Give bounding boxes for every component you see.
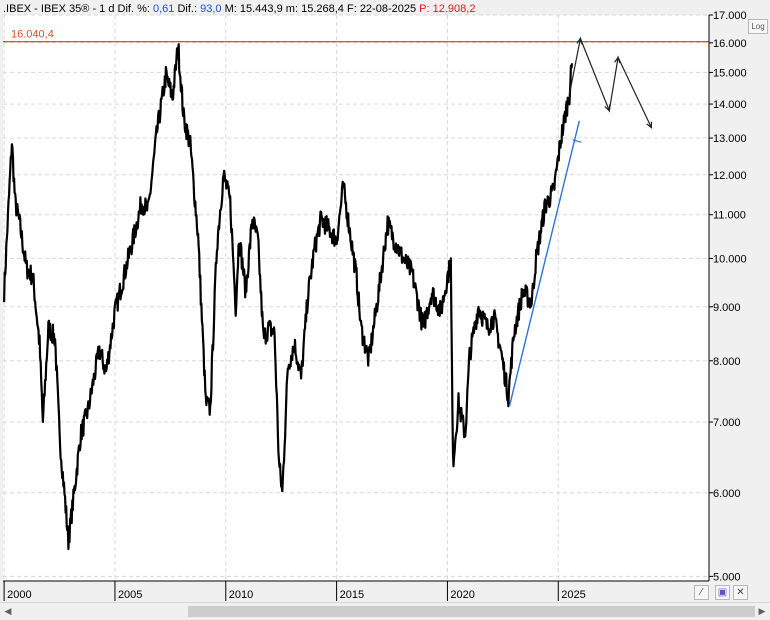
price-series-line	[3, 43, 574, 551]
y-tick-label: 8.000	[713, 356, 741, 368]
y-tick-label: 11.000	[713, 210, 746, 222]
close-icon[interactable]: ✕	[733, 585, 748, 600]
y-tick-label: 5.000	[713, 571, 741, 583]
y-tick-label: 10.000	[713, 253, 747, 265]
dif-pct-value: 0,61	[153, 3, 175, 15]
date-value: 22-08-2025	[359, 3, 417, 15]
date-label: F:	[346, 3, 357, 15]
max-value: 15.443,9	[239, 3, 283, 15]
quote-header: .IBEX - IBEX 35® - 1 d Dif. %: 0,61 Dif.…	[3, 3, 476, 15]
trend-tick	[572, 139, 582, 143]
projection-arrowhead	[614, 56, 621, 64]
x-tick-label: 2005	[118, 589, 142, 601]
y-tick-label: 15.000	[713, 67, 747, 79]
log-scale-button[interactable]: Log	[748, 19, 768, 34]
price-label: P:	[419, 3, 430, 15]
grid-layer	[3, 14, 709, 581]
projection-arrowhead	[646, 121, 653, 129]
y-tick-label: 6.000	[713, 488, 741, 500]
price-value: 12.908,2	[432, 3, 476, 15]
cursor-tool-icon[interactable]: ⁄	[694, 585, 709, 600]
projection-arrowhead	[576, 37, 583, 45]
horizontal-scrollbar[interactable]: ◀ ▶	[0, 602, 770, 620]
x-tick-label: 2020	[450, 589, 474, 601]
x-tick-label: 2010	[229, 589, 253, 601]
series-layer	[3, 43, 574, 551]
y-tick-label: 14.000	[713, 99, 747, 111]
y-tick-label: 16.000	[713, 38, 747, 50]
period-label: 1 d	[99, 3, 115, 15]
x-axis: 2000 2005 2010 2015 2020 2025	[3, 580, 709, 601]
max-label: M:	[224, 3, 237, 15]
y-tick-label: 17.000	[713, 10, 747, 22]
save-icon[interactable]: ▣	[715, 585, 730, 600]
y-tick-label: 12.000	[713, 170, 747, 182]
dif-value: 93,0	[200, 3, 222, 15]
overlay-layer: 16.040,4	[3, 29, 709, 407]
trend-line	[508, 120, 581, 407]
scrollbar-thumb[interactable]	[188, 606, 755, 617]
plot-area[interactable]	[3, 15, 709, 581]
scroll-left-icon[interactable]: ◀	[4, 606, 12, 616]
ticker-label: .IBEX - IBEX 35®	[3, 3, 90, 15]
scroll-right-icon[interactable]: ▶	[758, 606, 766, 616]
x-tick-label: 2025	[561, 589, 585, 601]
projection-arrowhead	[604, 104, 611, 112]
min-label: m:	[285, 3, 299, 15]
dif-pct-label: Dif. %:	[117, 3, 150, 15]
resistance-label: 16.040,4	[11, 29, 54, 41]
x-tick-label: 2015	[340, 589, 364, 601]
x-tick-label: 2000	[7, 589, 31, 601]
y-tick-label: 9.000	[713, 302, 741, 314]
y-tick-label: 7.000	[713, 417, 741, 429]
y-axis: 17.000 16.000 15.000 14.000 13.000 12.000 11.0…	[708, 10, 747, 583]
dif-label: Dif.:	[177, 3, 198, 15]
y-tick-label: 13.000	[713, 133, 747, 145]
min-value: 15.268,4	[301, 3, 344, 15]
